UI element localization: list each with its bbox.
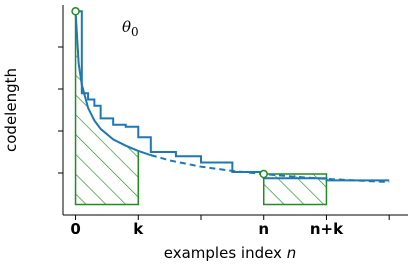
annotation-text: θ	[122, 18, 131, 36]
x-tick-label: n+k	[310, 220, 344, 238]
hatched-region	[74, 11, 140, 206]
x-axis-label-var: n	[287, 244, 297, 262]
marker	[259, 169, 268, 179]
x-tick-label: n	[258, 220, 269, 238]
marker	[71, 7, 80, 16]
x-tick-label: 0	[70, 220, 80, 238]
annotation: θ0	[122, 18, 139, 39]
x-tick-label: k	[133, 220, 144, 238]
y-axis-label: codelength	[2, 68, 20, 152]
hatched-region	[262, 173, 328, 206]
x-axis-label: examples index n	[164, 244, 296, 262]
annotation-subscript: 0	[131, 25, 139, 39]
step-line	[75, 10, 390, 182]
x-axis-label-text: examples index	[164, 244, 282, 262]
fit-line	[74, 11, 152, 157]
